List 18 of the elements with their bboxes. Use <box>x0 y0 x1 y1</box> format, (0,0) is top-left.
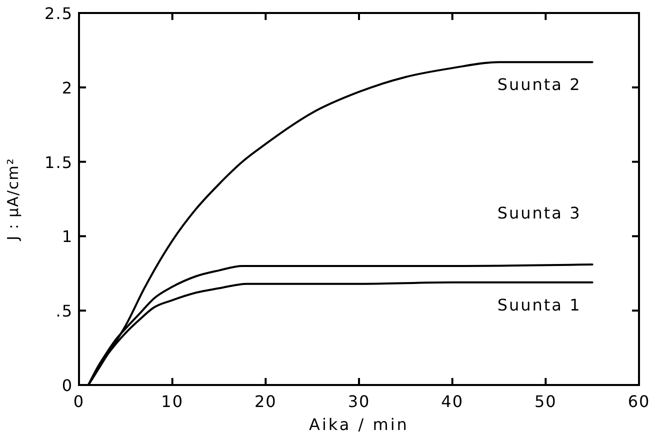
y-tick-label: 1 <box>62 227 73 246</box>
y-tick-label: 2 <box>62 78 73 98</box>
y-axis-title: J : μA/cm² <box>4 158 22 242</box>
x-tick-label: 30 <box>348 392 370 411</box>
x-tick-label: 50 <box>534 392 557 411</box>
x-tick-label: 10 <box>161 392 184 411</box>
x-tick-label: 20 <box>254 392 277 411</box>
x-tick-label: 40 <box>441 392 464 411</box>
x-tick-label: 0 <box>73 392 85 411</box>
y-tick-label: .5 <box>56 302 73 321</box>
y-tick-label: 2.5 <box>44 4 73 23</box>
text: Suunta 3 <box>497 203 582 222</box>
series-label: Suunta 1 <box>497 295 582 314</box>
series-label: Suunta 2 <box>497 75 582 94</box>
y-tick-label: 0 <box>62 376 73 395</box>
x-axis-title: Aika / min <box>309 415 409 434</box>
x-tick-label: 60 <box>628 392 650 411</box>
y-tick-label: 1.5 <box>44 152 73 172</box>
